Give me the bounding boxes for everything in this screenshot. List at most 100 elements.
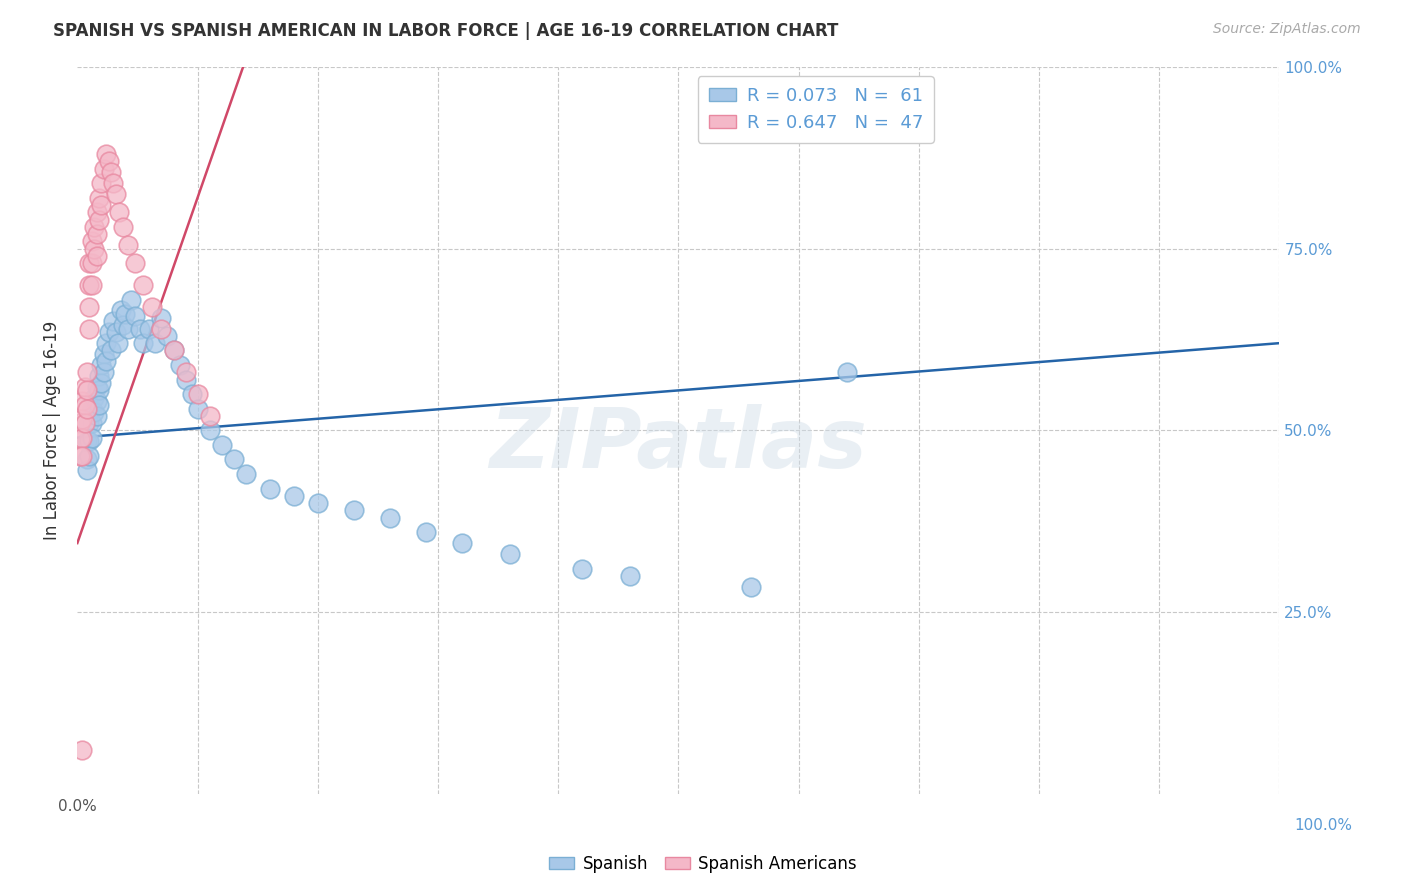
- Point: [70, 431, 93, 445]
- Point: [124, 256, 146, 270]
- Point: [619, 569, 641, 583]
- Text: 100.0%: 100.0%: [1295, 818, 1353, 833]
- Point: [187, 387, 209, 401]
- Point: [96, 354, 118, 368]
- Point: [70, 449, 93, 463]
- Point: [111, 219, 134, 234]
- Point: [76, 452, 98, 467]
- Text: ZIPatlas: ZIPatlas: [489, 404, 868, 485]
- Point: [73, 416, 96, 430]
- Point: [80, 416, 103, 430]
- Point: [86, 380, 108, 394]
- Point: [87, 368, 110, 383]
- Point: [103, 176, 125, 190]
- Point: [103, 314, 125, 328]
- Point: [79, 256, 101, 270]
- Point: [93, 161, 115, 176]
- Point: [169, 358, 191, 372]
- Point: [87, 384, 110, 398]
- Point: [79, 278, 101, 293]
- Point: [100, 165, 122, 179]
- Point: [283, 489, 305, 503]
- Point: [499, 547, 522, 561]
- Point: [124, 309, 146, 323]
- Point: [69, 432, 91, 446]
- Point: [114, 307, 136, 321]
- Point: [70, 412, 93, 426]
- Point: [69, 416, 91, 430]
- Point: [141, 300, 163, 314]
- Point: [128, 321, 150, 335]
- Point: [90, 198, 112, 212]
- Point: [93, 347, 115, 361]
- Point: [104, 187, 127, 202]
- Point: [76, 365, 98, 379]
- Point: [83, 219, 105, 234]
- Legend: R = 0.073   N =  61, R = 0.647   N =  47: R = 0.073 N = 61, R = 0.647 N = 47: [697, 76, 934, 143]
- Point: [198, 424, 221, 438]
- Point: [69, 449, 91, 463]
- Point: [740, 580, 762, 594]
- Point: [70, 743, 93, 757]
- Point: [150, 310, 173, 325]
- Point: [415, 525, 437, 540]
- Point: [70, 394, 93, 409]
- Point: [145, 336, 167, 351]
- Point: [174, 365, 197, 379]
- Point: [150, 321, 173, 335]
- Point: [76, 384, 98, 398]
- Point: [96, 147, 118, 161]
- Y-axis label: In Labor Force | Age 16-19: In Labor Force | Age 16-19: [44, 321, 62, 540]
- Point: [835, 365, 858, 379]
- Point: [87, 212, 110, 227]
- Point: [86, 409, 108, 423]
- Point: [107, 336, 129, 351]
- Point: [162, 343, 184, 358]
- Point: [222, 452, 245, 467]
- Point: [104, 325, 127, 339]
- Point: [378, 510, 401, 524]
- Point: [180, 387, 202, 401]
- Point: [83, 405, 105, 419]
- Point: [117, 321, 139, 335]
- Point: [451, 536, 474, 550]
- Point: [132, 336, 155, 351]
- Point: [80, 278, 103, 293]
- Point: [100, 343, 122, 358]
- Point: [120, 293, 142, 307]
- Point: [259, 482, 281, 496]
- Point: [110, 303, 132, 318]
- Point: [187, 401, 209, 416]
- Point: [343, 503, 366, 517]
- Point: [76, 463, 98, 477]
- Point: [76, 401, 98, 416]
- Point: [93, 365, 115, 379]
- Point: [198, 409, 221, 423]
- Point: [162, 343, 184, 358]
- Point: [90, 376, 112, 391]
- Point: [90, 176, 112, 190]
- Point: [80, 431, 103, 445]
- Point: [96, 336, 118, 351]
- Legend: Spanish, Spanish Americans: Spanish, Spanish Americans: [543, 848, 863, 880]
- Point: [117, 238, 139, 252]
- Point: [86, 205, 108, 219]
- Text: SPANISH VS SPANISH AMERICAN IN LABOR FORCE | AGE 16-19 CORRELATION CHART: SPANISH VS SPANISH AMERICAN IN LABOR FOR…: [53, 22, 839, 40]
- Point: [76, 434, 98, 449]
- Point: [79, 300, 101, 314]
- Point: [87, 398, 110, 412]
- Point: [87, 191, 110, 205]
- Point: [97, 325, 120, 339]
- Point: [174, 372, 197, 386]
- Point: [80, 235, 103, 249]
- Point: [79, 434, 101, 449]
- Point: [80, 256, 103, 270]
- Point: [235, 467, 257, 481]
- Point: [86, 227, 108, 241]
- Point: [111, 318, 134, 332]
- Point: [86, 249, 108, 263]
- Point: [97, 154, 120, 169]
- Point: [83, 391, 105, 405]
- Point: [79, 416, 101, 430]
- Point: [571, 561, 593, 575]
